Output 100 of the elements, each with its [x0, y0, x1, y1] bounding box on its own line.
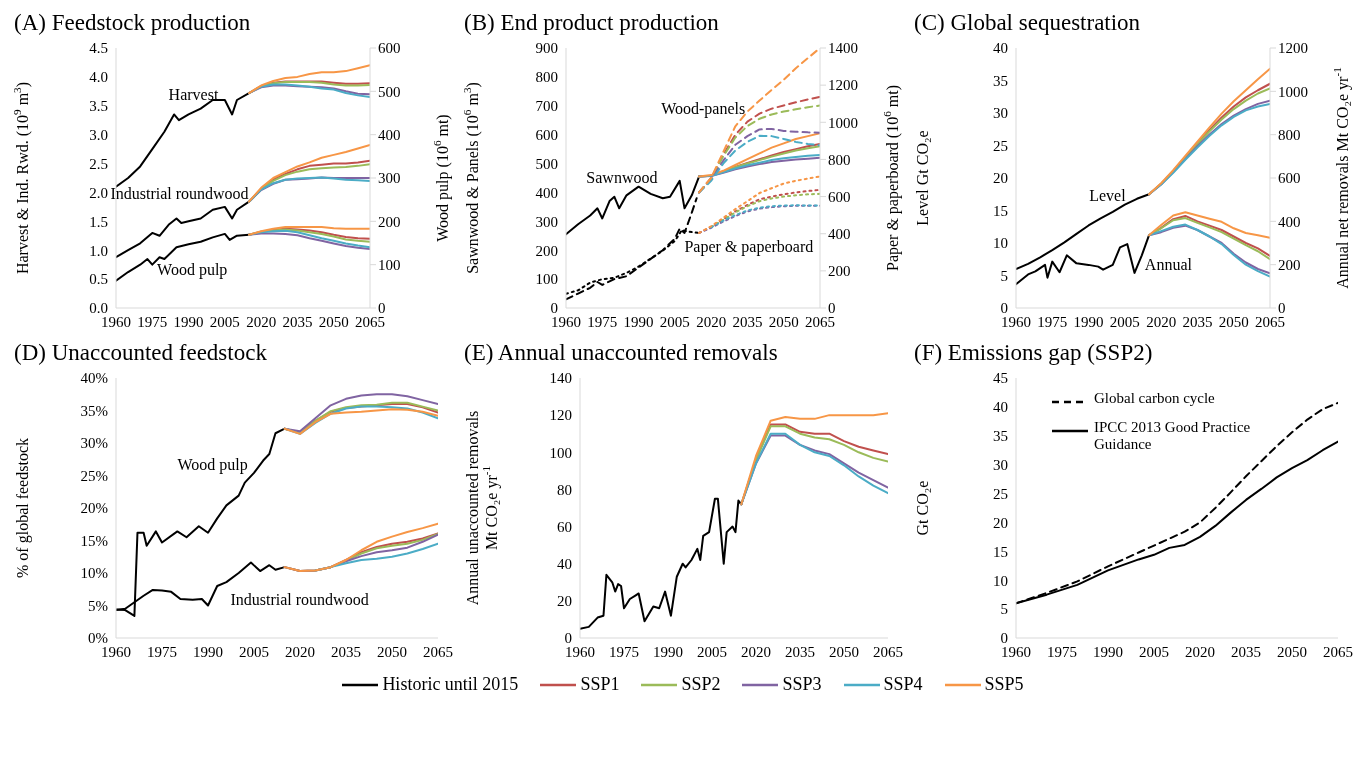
- chart-title: (A) Feedstock production: [14, 10, 251, 35]
- x-tick-label: 1990: [623, 313, 654, 330]
- y2-tick-label: 200: [1278, 256, 1301, 273]
- y-tick-label: 30: [993, 456, 1008, 473]
- y-tick-label: 4.5: [89, 40, 108, 57]
- y2-tick-label: 1200: [1278, 40, 1308, 57]
- y-tick-label: 5: [1000, 267, 1008, 284]
- x-tick-label: 2050: [318, 313, 349, 330]
- x-tick-label: 2050: [1277, 643, 1307, 660]
- y-tick-label: 30%: [80, 435, 108, 452]
- y-tick-label: 1.5: [89, 213, 108, 230]
- y-tick-label: 1.0: [89, 242, 108, 259]
- annotation: Sawnwood: [586, 169, 658, 186]
- annotation: Harvest: [168, 85, 219, 103]
- y-tick-label: 400: [535, 184, 558, 201]
- legend-label: SSP5: [984, 674, 1024, 695]
- y-tick-label: 700: [535, 98, 558, 115]
- y-tick-label: 25: [993, 137, 1008, 154]
- annotation: Wood-panels: [661, 100, 746, 118]
- y-tick-label: 40: [993, 399, 1008, 416]
- y-tick-label: 20: [557, 593, 572, 610]
- y-tick-label: 35: [993, 428, 1008, 445]
- chart-title: (D) Unaccounted feedstock: [14, 340, 267, 365]
- y2-tick-label: 800: [828, 151, 851, 168]
- x-tick-label: 2020: [741, 643, 771, 660]
- x-tick-label: 2020: [696, 313, 727, 330]
- y2-tick-label: 200: [378, 213, 401, 230]
- x-tick-label: 2005: [209, 313, 240, 330]
- y-tick-label: 80: [557, 481, 572, 498]
- x-tick-label: 1990: [193, 643, 223, 660]
- y2-tick-label: 1000: [828, 114, 858, 131]
- y-tick-label: 15%: [80, 532, 108, 549]
- chart-title: (E) Annual unaccounted removals: [464, 340, 778, 365]
- x-tick-label: 2020: [285, 643, 315, 660]
- y-tick-label: 35%: [80, 402, 108, 419]
- x-tick-label: 1975: [137, 313, 168, 330]
- y2-tick-label: 500: [378, 83, 401, 100]
- legend-label: Historic until 2015: [382, 674, 519, 695]
- y-tick-label: 2.0: [89, 184, 108, 201]
- x-tick-label: 2035: [1182, 313, 1213, 330]
- legend-label: IPCC 2013 Good Practice Guidance: [1094, 419, 1252, 453]
- y-tick-label: 20: [993, 170, 1008, 187]
- x-tick-label: 2065: [1323, 643, 1353, 660]
- x-tick-label: 2020: [246, 313, 277, 330]
- x-tick-label: 1975: [587, 313, 618, 330]
- y-tick-label: 3.0: [89, 126, 108, 143]
- x-tick-label: 1990: [1093, 643, 1123, 660]
- annotation: Level: [1089, 187, 1126, 205]
- x-tick-label: 2035: [1231, 643, 1261, 660]
- y-tick-label: 40%: [80, 370, 108, 387]
- annotation: Wood pulp: [157, 261, 228, 279]
- annotation: Annual: [1144, 256, 1192, 274]
- y-tick-label: 10: [993, 572, 1008, 589]
- x-tick-label: 2020: [1185, 643, 1215, 660]
- y-axis-title: % of global feedstock: [13, 438, 32, 578]
- x-tick-label: 2035: [732, 313, 763, 330]
- y2-tick-label: 1000: [1278, 83, 1308, 100]
- y2-tick-label: 400: [828, 226, 851, 243]
- y-tick-label: 200: [535, 242, 558, 259]
- y-tick-label: 45: [993, 370, 1008, 387]
- legend-label: SSP1: [580, 674, 620, 695]
- y-tick-label: 3.5: [89, 98, 108, 115]
- y2-tick-label: 400: [378, 126, 401, 143]
- y-tick-label: 2.5: [89, 155, 108, 172]
- y2-tick-label: 600: [828, 188, 851, 205]
- x-tick-label: 2005: [697, 643, 727, 660]
- y-tick-label: 40: [557, 556, 572, 573]
- y2-tick-label: 400: [1278, 213, 1301, 230]
- y-tick-label: 15: [993, 202, 1008, 219]
- y2-tick-label: 1200: [828, 77, 858, 94]
- x-tick-label: 2005: [1109, 313, 1140, 330]
- y-tick-label: 5%: [88, 597, 108, 614]
- x-tick-label: 1990: [653, 643, 683, 660]
- x-tick-label: 1990: [1073, 313, 1104, 330]
- x-tick-label: 2035: [331, 643, 361, 660]
- x-tick-label: 1975: [147, 643, 177, 660]
- x-tick-label: 1990: [173, 313, 204, 330]
- chart-title: (F) Emissions gap (SSP2): [914, 340, 1153, 365]
- annotation: Industrial roundwood: [230, 590, 369, 608]
- x-tick-label: 2020: [1146, 313, 1177, 330]
- x-tick-label: 2035: [785, 643, 815, 660]
- y-tick-label: 40: [993, 40, 1008, 57]
- y-tick-label: 30: [993, 105, 1008, 122]
- y2-tick-label: 800: [1278, 126, 1301, 143]
- y-tick-label: 600: [535, 126, 558, 143]
- y-tick-label: 900: [535, 40, 558, 57]
- legend-label: SSP4: [883, 674, 923, 695]
- legend-label: Global carbon cycle: [1094, 390, 1215, 407]
- chart-title: (C) Global sequestration: [914, 10, 1141, 35]
- annotation: Paper & paperboard: [684, 237, 814, 255]
- y-tick-label: 100: [535, 271, 558, 288]
- y-tick-label: 10: [993, 235, 1008, 252]
- chart-title: (B) End product production: [464, 10, 719, 35]
- y2-tick-label: 200: [828, 263, 851, 280]
- y-tick-label: 15: [993, 543, 1008, 560]
- y-tick-label: 500: [535, 155, 558, 172]
- legend-label: SSP3: [782, 674, 822, 695]
- y-tick-label: 800: [535, 69, 558, 86]
- x-tick-label: 2005: [1139, 643, 1169, 660]
- y-tick-label: 60: [557, 518, 572, 535]
